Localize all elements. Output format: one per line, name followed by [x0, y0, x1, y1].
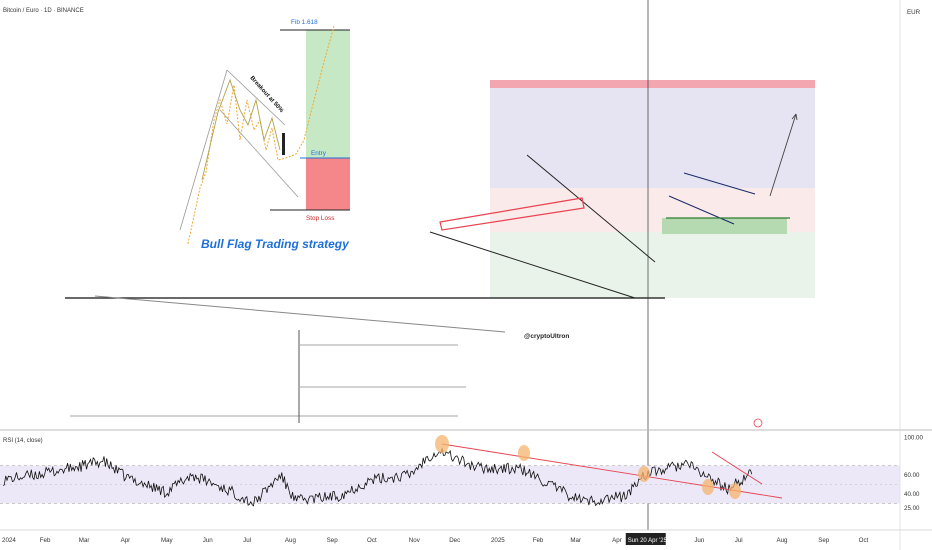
flag-channel-top — [226, 69, 286, 126]
x-tick-label: Jun — [203, 537, 214, 544]
rsi-highlight — [638, 466, 650, 482]
rsi-tick-label: 40.00 — [904, 491, 920, 498]
x-tick-label: 2024 — [2, 537, 16, 544]
strategy-target-zone — [306, 30, 350, 158]
rsi-trendline — [441, 443, 783, 499]
rsi-tick-label: 25.00 — [904, 505, 920, 512]
rsi-line — [2, 447, 753, 507]
stop-loss-label: Stop Loss — [306, 215, 334, 222]
descending-resistance — [94, 295, 506, 333]
flag-zigzag — [201, 78, 281, 181]
rsi-panel: RSI (14, close) 100.00 60.00 40.00 25.00 — [0, 429, 932, 512]
x-tick-label: Nov — [409, 537, 421, 544]
fib-zones — [490, 80, 815, 298]
flag-channel-bottom — [219, 109, 299, 198]
flag-lower-line — [668, 195, 735, 225]
x-tick-label: Feb — [40, 537, 51, 544]
rsi-label: RSI (14, close) — [3, 438, 43, 444]
x-tick-label: Mar — [570, 537, 581, 544]
x-tick-label: 2025 — [491, 537, 505, 544]
x-tick-label: Aug — [776, 537, 788, 544]
fib-target-band — [490, 80, 815, 88]
breakout-candle — [282, 133, 285, 155]
crosshair-date-label: Sun 20 Apr '25 — [628, 538, 668, 544]
flag-pole-left — [179, 69, 228, 231]
projection-arrow — [769, 113, 797, 197]
rsi-highlight — [435, 435, 449, 453]
strategy-stop-zone — [306, 158, 350, 210]
wedge-upper-line — [526, 154, 656, 263]
x-tick-label: Aug — [285, 537, 297, 544]
rsi-tick-label: 60.00 — [904, 472, 920, 479]
x-tick-label: May — [161, 537, 174, 544]
x-tick-label: Sep — [327, 537, 339, 544]
currency-label: EUR — [907, 9, 921, 16]
fib-1618-label: Fib 1.618 — [291, 19, 318, 26]
rsi-highlight — [518, 445, 530, 461]
entry-label: Entry — [311, 150, 327, 157]
fib-upper-zone — [490, 88, 815, 188]
fib-low-zone — [490, 232, 815, 298]
x-tick-label: Jul — [243, 537, 251, 544]
author-tag: @cryptoUltron — [524, 333, 569, 340]
x-tick-label: Apr — [121, 537, 131, 544]
x-tick-label: Oct — [859, 537, 869, 544]
x-tick-label: Mar — [79, 537, 90, 544]
x-tick-label: Sep — [818, 537, 830, 544]
x-tick-label: Apr — [612, 537, 622, 544]
alert-icon — [753, 418, 763, 428]
flag-upper-line — [683, 172, 756, 195]
x-tick-label: Dec — [449, 537, 460, 544]
rsi-highlight — [729, 483, 741, 499]
flag-price-path — [187, 25, 335, 245]
rsi-tick-label: 100.00 — [904, 434, 923, 441]
crosshair-date-badge — [625, 533, 666, 545]
rsi-trendline-short — [711, 451, 763, 485]
x-tick-label: Oct — [367, 537, 377, 544]
x-tick-label: Jul — [735, 537, 743, 544]
wedge-lower-line — [429, 231, 636, 299]
x-tick-label: Feb — [533, 537, 544, 544]
projection-arrowhead — [791, 113, 798, 121]
strategy-title: Bull Flag Trading strategy — [201, 237, 350, 251]
drawn-structure — [65, 0, 798, 530]
red-channel — [439, 197, 585, 231]
rsi-highlight — [702, 479, 714, 495]
chart-title: Bitcoin / Euro · 1D · BINANCE — [3, 8, 84, 14]
flag-entry-zone — [662, 218, 787, 234]
x-tick-label: Jun — [694, 537, 705, 544]
